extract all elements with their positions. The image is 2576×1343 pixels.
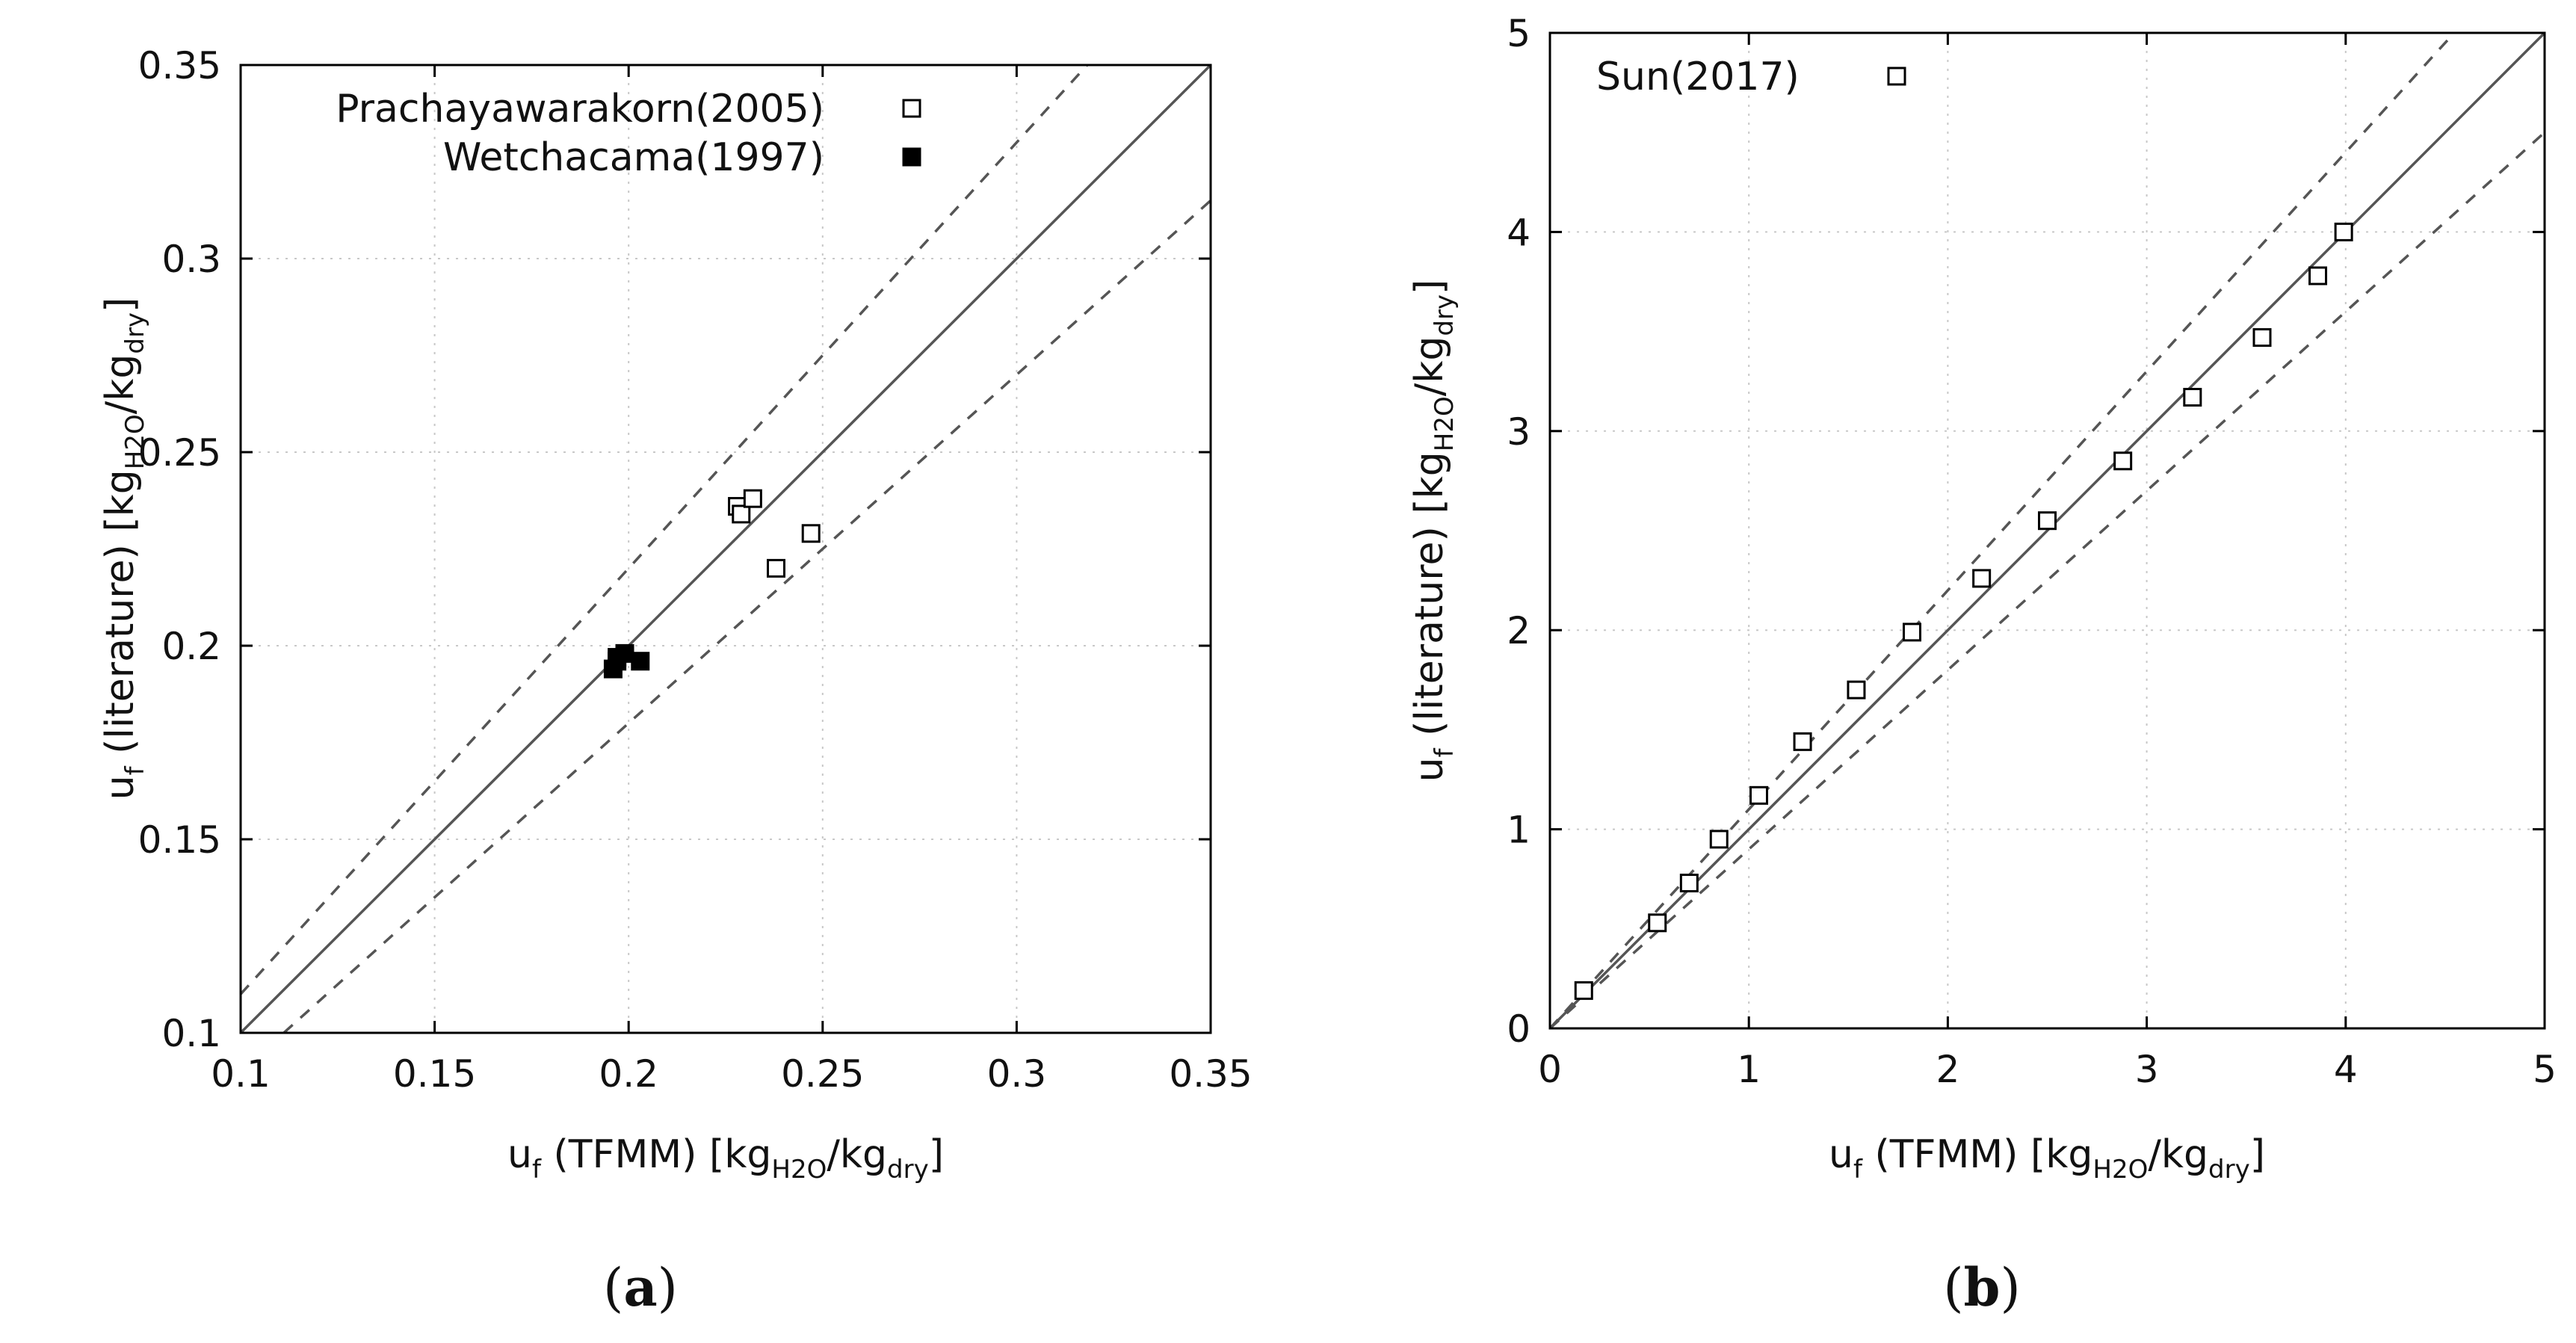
data-point-open <box>732 504 751 524</box>
x-tick-label: 0.15 <box>393 1052 476 1096</box>
x-axis-label: uf (TFMM) [kgH2O/kgdry] <box>1829 1132 2265 1185</box>
x-tick-label: 1 <box>1737 1048 1761 1091</box>
y-tick-label: 0.15 <box>138 818 221 862</box>
legend-label: Sun(2017) <box>1596 55 1800 99</box>
identity-line <box>1548 31 2546 1030</box>
data-point-open <box>1749 785 1769 805</box>
y-tick-label: 2 <box>1507 609 1531 652</box>
data-point-open <box>1709 830 1729 849</box>
y-tick-label: 4 <box>1507 211 1531 254</box>
data-point-open <box>1793 732 1812 751</box>
data-point-open <box>2113 451 2133 471</box>
y-tick-labels: 0 1 2 3 4 5 <box>1507 12 1531 1051</box>
data-point-open <box>2038 511 2057 531</box>
data-point-open <box>801 524 821 543</box>
tick-marks <box>239 64 1212 1034</box>
x-tick-label: 0.35 <box>1169 1052 1252 1096</box>
panel-b-chart: 0 1 2 3 4 5 0 1 2 3 4 5 Sun(2017) uf (TFMM) [kgH2O… <box>1407 12 2557 1318</box>
panel-a-chart: 0.1 0.15 0.2 0.25 0.3 0.35 0.10.150.20.250.30… <box>98 44 1253 1318</box>
data-point-open <box>2252 328 2272 348</box>
data-point-filled <box>615 643 634 663</box>
x-tick-label: 3 <box>2135 1048 2159 1091</box>
data-points <box>603 489 821 679</box>
plot-frame <box>239 64 1212 1034</box>
legend: Sun(2017) <box>1596 55 1906 99</box>
y-tick-label: 0.3 <box>161 238 221 281</box>
x-tick-label: 4 <box>2334 1048 2358 1091</box>
data-point-open <box>766 558 785 578</box>
x-tick-label: 0.3 <box>987 1052 1047 1096</box>
y-tick-label: 0 <box>1507 1007 1531 1051</box>
data-point-open <box>1679 874 1699 893</box>
reference-lines <box>239 64 1212 1034</box>
tolerance-line <box>282 199 1212 1034</box>
y-axis-label: uf (literature) [kgH2O/kgdry] <box>1407 280 1460 782</box>
y-tick-label: 0.1 <box>161 1012 221 1055</box>
x-tick-label: 0.25 <box>781 1052 864 1096</box>
x-axis-label: uf (TFMM) [kgH2O/kgdry] <box>507 1132 944 1185</box>
y-tick-label: 3 <box>1507 410 1531 454</box>
y-tick-label: 1 <box>1507 809 1531 852</box>
identity-line <box>239 64 1212 1034</box>
tolerance-line <box>239 64 1089 995</box>
data-point-open <box>1648 913 1667 933</box>
data-point-filled <box>631 652 650 671</box>
data-point-open <box>2308 266 2328 285</box>
y-tick-label: 0.25 <box>138 431 221 475</box>
x-tick-label: 5 <box>2533 1048 2557 1091</box>
x-tick-label: 2 <box>1936 1048 1959 1091</box>
legend-marker <box>1887 67 1906 86</box>
x-tick-labels: 0.1 0.15 0.2 0.25 0.3 0.35 <box>211 1052 1252 1096</box>
x-tick-label: 0.2 <box>599 1052 658 1096</box>
y-tick-label: 0.2 <box>161 625 221 668</box>
reference-lines <box>1548 31 2546 1030</box>
grid-lines <box>241 65 1211 1033</box>
x-tick-label: 0 <box>1538 1048 1562 1091</box>
legend-label: Prachayawarakorn(2005) <box>336 87 824 132</box>
x-tick-label: 0.1 <box>211 1052 271 1096</box>
panel-caption: (b) <box>1943 1256 2021 1318</box>
data-point-open <box>1972 569 1992 588</box>
x-tick-labels: 0 1 2 3 4 5 <box>1538 1048 2557 1091</box>
tolerance-line <box>1548 131 2546 1030</box>
panel-caption: (a) <box>603 1256 678 1318</box>
data-point-open <box>1902 623 1921 642</box>
data-point-open <box>2183 388 2202 407</box>
data-point-open <box>743 489 762 508</box>
data-point-open <box>2334 222 2353 241</box>
y-tick-labels: 0.1 0.15 0.2 0.25 0.3 0.35 <box>138 44 221 1055</box>
legend-label: Wetchacama(1997) <box>443 135 824 180</box>
y-tick-label: 5 <box>1507 12 1531 55</box>
plot-frame <box>1548 31 2546 1030</box>
y-tick-label: 0.35 <box>138 44 221 87</box>
y-axis-label: uf (literature) [kgH2O/kgdry] <box>98 297 150 800</box>
legend-marker <box>902 99 921 118</box>
legend-marker <box>902 147 921 167</box>
data-point-open <box>1574 981 1593 1000</box>
data-point-open <box>1847 680 1866 700</box>
legend: Prachayawarakorn(2005)Wetchacama(1997) <box>336 87 921 180</box>
tick-marks <box>1548 31 2546 1030</box>
data-points <box>1574 222 2353 1000</box>
